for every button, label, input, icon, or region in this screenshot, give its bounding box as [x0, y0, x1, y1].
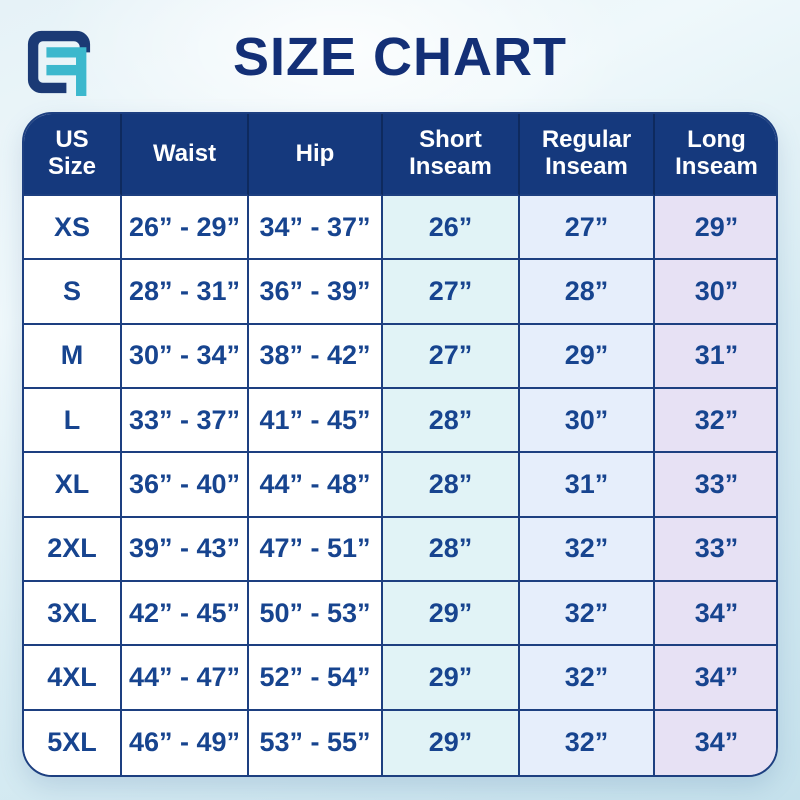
hip-cell: 41” - 45” — [249, 389, 383, 454]
hip-cell: 44” - 48” — [249, 453, 383, 518]
waist-cell: 39” - 43” — [122, 517, 249, 582]
short-cell: 26” — [383, 196, 520, 261]
hip-cell: 36” - 39” — [249, 260, 383, 325]
column-header-short-inseam: Short Inseam — [383, 114, 520, 196]
waist-cell: 28” - 31” — [122, 260, 249, 325]
waist-cell: 36” - 40” — [122, 453, 249, 518]
long-cell: 29” — [655, 196, 776, 261]
hip-cell: 34” - 37” — [249, 196, 383, 261]
short-cell: 29” — [383, 646, 520, 711]
column-header-hip: Hip — [249, 114, 383, 196]
waist-cell: 44” - 47” — [122, 646, 249, 711]
short-cell: 28” — [383, 389, 520, 454]
waist-cell: 26” - 29” — [122, 196, 249, 261]
short-cell: 29” — [383, 710, 520, 775]
size-cell: M — [24, 324, 122, 389]
regular-cell: 32” — [520, 710, 655, 775]
size-cell: XS — [24, 196, 122, 261]
hip-cell: 38” - 42” — [249, 324, 383, 389]
regular-cell: 32” — [520, 646, 655, 711]
long-cell: 32” — [655, 389, 776, 454]
waist-cell: 30” - 34” — [122, 324, 249, 389]
brand-logo-icon — [27, 30, 91, 97]
short-cell: 28” — [383, 453, 520, 518]
regular-cell: 29” — [520, 324, 655, 389]
short-cell: 29” — [383, 582, 520, 647]
column-header-us-size: US Size — [24, 114, 122, 196]
regular-cell: 32” — [520, 517, 655, 582]
column-header-waist: Waist — [122, 114, 249, 196]
hip-cell: 53” - 55” — [249, 710, 383, 775]
size-cell: L — [24, 389, 122, 454]
long-cell: 33” — [655, 517, 776, 582]
short-cell: 27” — [383, 260, 520, 325]
size-cell: 4XL — [24, 646, 122, 711]
waist-cell: 46” - 49” — [122, 710, 249, 775]
long-cell: 34” — [655, 646, 776, 711]
size-cell: S — [24, 260, 122, 325]
size-cell: XL — [24, 453, 122, 518]
regular-cell: 31” — [520, 453, 655, 518]
size-cell: 2XL — [24, 517, 122, 582]
long-cell: 34” — [655, 582, 776, 647]
short-cell: 27” — [383, 324, 520, 389]
size-cell: 3XL — [24, 582, 122, 647]
regular-cell: 30” — [520, 389, 655, 454]
hip-cell: 50” - 53” — [249, 582, 383, 647]
long-cell: 33” — [655, 453, 776, 518]
regular-cell: 28” — [520, 260, 655, 325]
hip-cell: 52” - 54” — [249, 646, 383, 711]
size-chart-table: US Size Waist Hip Short Inseam Regular I… — [22, 112, 778, 777]
long-cell: 30” — [655, 260, 776, 325]
long-cell: 34” — [655, 710, 776, 775]
long-cell: 31” — [655, 324, 776, 389]
size-cell: 5XL — [24, 710, 122, 775]
page-header: SIZE CHART — [0, 0, 800, 112]
column-header-regular-inseam: Regular Inseam — [520, 114, 655, 196]
hip-cell: 47” - 51” — [249, 517, 383, 582]
regular-cell: 27” — [520, 196, 655, 261]
regular-cell: 32” — [520, 582, 655, 647]
page-title: SIZE CHART — [233, 27, 567, 87]
short-cell: 28” — [383, 517, 520, 582]
column-header-long-inseam: Long Inseam — [655, 114, 776, 196]
waist-cell: 33” - 37” — [122, 389, 249, 454]
waist-cell: 42” - 45” — [122, 582, 249, 647]
